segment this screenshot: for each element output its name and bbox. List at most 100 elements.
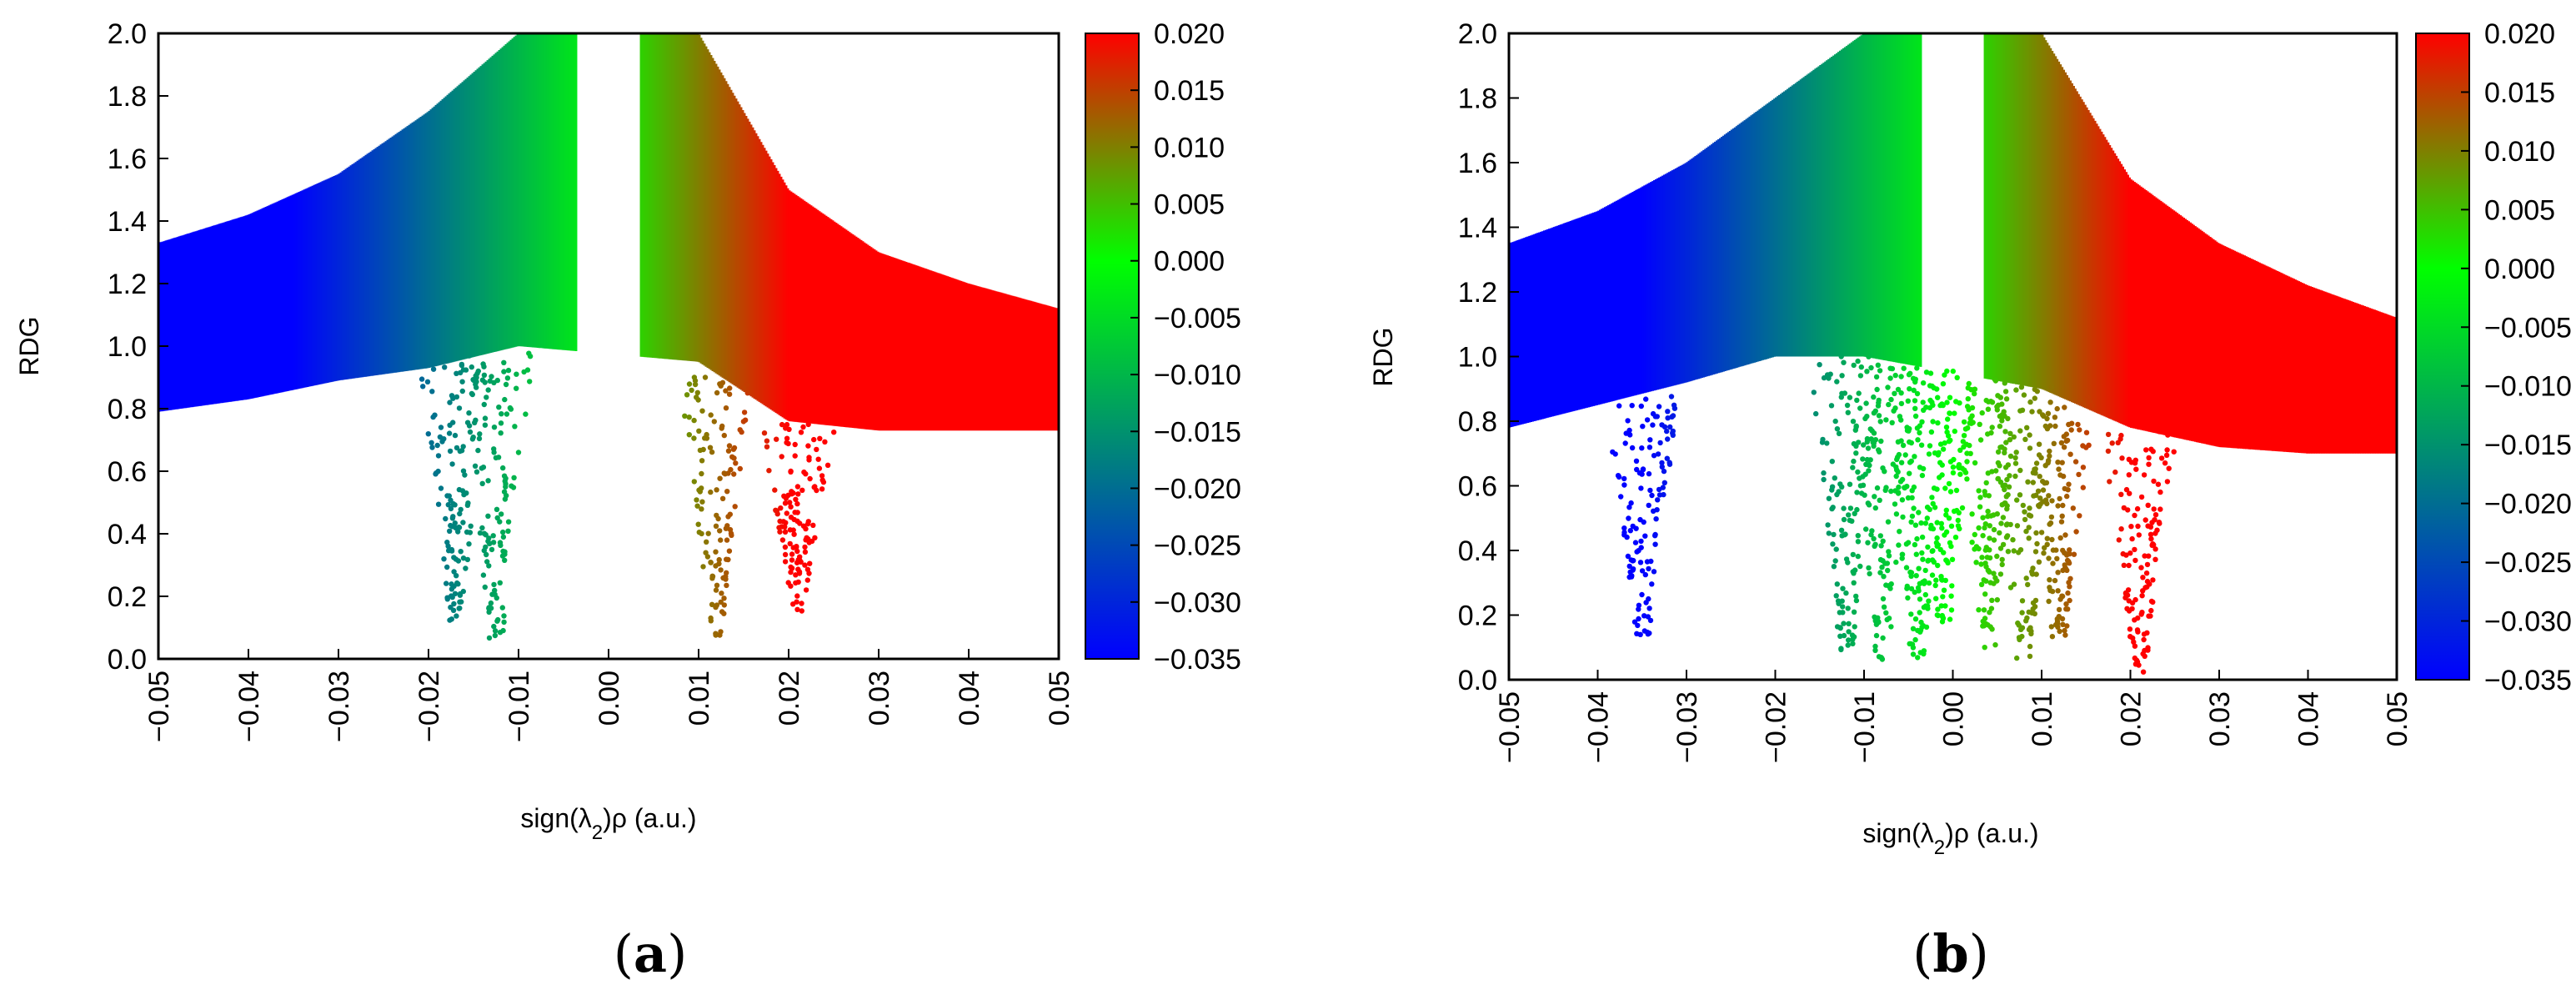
spike-point [709, 449, 715, 455]
spike-point [699, 458, 705, 464]
spike-point [1657, 440, 1663, 446]
spike-point [816, 465, 823, 471]
spike-point [478, 349, 484, 355]
spike-point [805, 519, 811, 525]
panel-a-caption: (a) [614, 923, 688, 984]
spike-point [2151, 478, 2157, 485]
x-tick-label: −0.02 [1761, 691, 1792, 763]
spike-point [783, 520, 789, 525]
x-tick-label: 0.04 [2293, 691, 2325, 746]
spike-point [1969, 540, 1975, 545]
spike-point [1898, 400, 1905, 407]
spike-point [1877, 497, 1882, 503]
spike-point [2162, 460, 2168, 466]
spike-point [2023, 575, 2029, 581]
spike-point [2017, 467, 2023, 474]
spike-point [2144, 561, 2151, 568]
spike-point [1927, 370, 1934, 376]
spike-point [806, 457, 812, 463]
spike-point [724, 556, 729, 562]
spike-point [1813, 410, 1819, 417]
spike-point [1900, 442, 1907, 449]
spike-point [2058, 519, 2065, 525]
spike-point [2132, 643, 2138, 649]
spike-point [447, 617, 453, 623]
spike-point [1959, 505, 1966, 511]
x-tick-label: −0.04 [233, 671, 265, 742]
spike-point [1910, 645, 1917, 651]
spike-point [457, 592, 464, 598]
spike-point [1935, 420, 1941, 426]
y-tick-label: 0.6 [1458, 471, 1497, 503]
spike-point [742, 417, 749, 423]
spike-point [1911, 387, 1917, 394]
spike-point [2017, 492, 2023, 498]
spike-point [1641, 519, 1646, 525]
spike-point [1873, 632, 1880, 639]
spike-point [1999, 561, 2005, 568]
spike-point [1908, 519, 1914, 525]
spike-point [499, 605, 505, 611]
spike-point [1905, 398, 1911, 404]
spike-point [1994, 553, 2000, 560]
spike-point [1947, 410, 1952, 416]
spike-point [1630, 523, 1636, 530]
spike-point [444, 580, 449, 586]
spike-point [2004, 506, 2010, 512]
spike-point [699, 470, 704, 477]
spike-point [1897, 479, 1904, 485]
spike-point [1954, 374, 1960, 380]
spike-point [2041, 550, 2047, 556]
spike-point [2163, 452, 2170, 458]
spike-point [1883, 610, 1889, 616]
spike-point [2049, 536, 2055, 543]
spike-point [1666, 461, 1673, 467]
spike-point [1852, 510, 1857, 516]
spike-point [2007, 453, 2014, 460]
spike-point [682, 413, 688, 419]
spike-point [1916, 565, 1922, 571]
spike-point [2135, 615, 2141, 621]
spike-point [1847, 481, 1853, 487]
spike-point [445, 543, 451, 549]
spike-point [487, 378, 493, 384]
spike-point [495, 616, 501, 623]
spike-point [799, 600, 804, 606]
spike-point [2018, 384, 2025, 390]
spike-point [700, 564, 706, 570]
spike-point [504, 411, 510, 417]
spike-point [489, 374, 494, 379]
spike-point [793, 496, 799, 502]
spike-point [445, 502, 451, 508]
spike-point [2054, 616, 2060, 622]
spike-point [2030, 480, 2036, 485]
spike-point [1844, 402, 1851, 409]
spike-point [2166, 465, 2172, 471]
spike-point [485, 478, 491, 484]
spike-point [691, 479, 697, 485]
spike-point [1857, 405, 1863, 411]
spike-point [798, 430, 804, 435]
spike-point [1855, 553, 1861, 560]
spike-point [501, 489, 508, 495]
spike-point [727, 385, 733, 391]
spike-point [459, 379, 465, 384]
spike-point [2029, 571, 2036, 577]
spike-point [1964, 459, 1970, 465]
spike-point [1864, 369, 1870, 374]
spike-point [2059, 513, 2065, 519]
spike-point [472, 420, 478, 425]
spike-point [485, 387, 491, 393]
spike-point [2040, 499, 2046, 505]
spike-point [1851, 609, 1857, 615]
spike-point [2139, 610, 2145, 616]
y-tick-label: 0.0 [1458, 665, 1497, 696]
spike-point [2017, 428, 2023, 434]
spike-point [1845, 642, 1851, 648]
spike-point [1945, 416, 1951, 422]
spike-point [1896, 542, 1902, 548]
spike-point [509, 483, 514, 489]
spike-point [499, 553, 506, 559]
spike-point [790, 601, 796, 607]
spike-point [460, 520, 466, 525]
